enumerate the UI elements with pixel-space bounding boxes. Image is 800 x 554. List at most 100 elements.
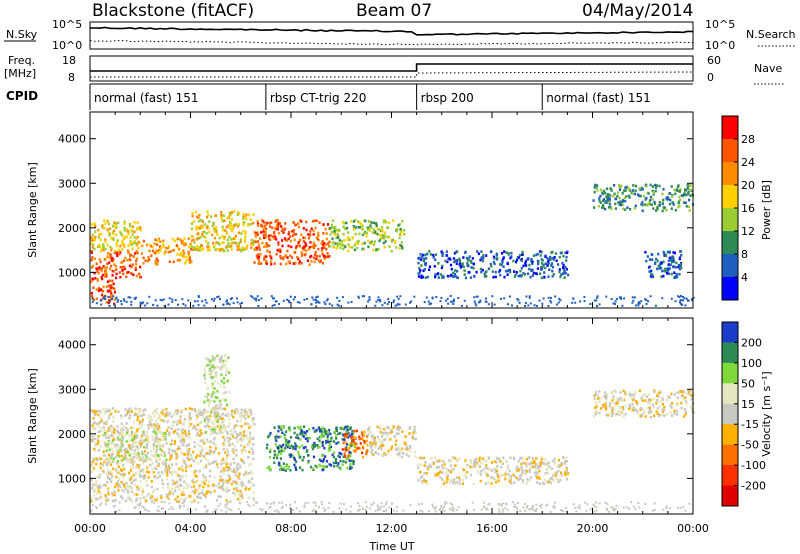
data-cell: [209, 433, 212, 436]
data-cell: [158, 430, 162, 433]
data-cell: [257, 253, 260, 256]
data-cell: [227, 413, 230, 417]
data-cell: [533, 304, 536, 307]
data-cell: [110, 284, 113, 287]
data-cell: [651, 189, 654, 193]
data-cell: [545, 461, 548, 465]
data-cell: [349, 426, 352, 429]
data-cell: [106, 220, 109, 223]
data-cell: [612, 302, 615, 305]
data-cell: [423, 268, 426, 271]
data-cell: [487, 267, 490, 271]
data-cell: [94, 442, 97, 445]
cpid-segment-label: rbsp CT-trig 220: [270, 91, 366, 105]
data-cell: [225, 430, 229, 434]
data-cell: [268, 467, 272, 471]
data-cell: [162, 482, 165, 486]
data-cell: [175, 471, 178, 474]
data-cell: [379, 444, 382, 448]
data-cell: [92, 417, 95, 420]
data-cell: [220, 215, 223, 218]
data-cell: [346, 466, 349, 470]
data-cell: [610, 298, 613, 301]
y-tick-label: 4000: [58, 133, 86, 146]
data-cell: [239, 465, 242, 469]
data-cell: [227, 243, 230, 247]
data-cell: [345, 508, 348, 511]
data-cell: [167, 426, 170, 429]
data-cell: [534, 510, 537, 512]
freq-strip: Freq. [MHz] 18 8 60 0 Nave: [4, 54, 784, 85]
data-cell: [478, 301, 481, 303]
data-cell: [114, 410, 117, 413]
data-cell: [616, 194, 619, 198]
data-cell: [107, 222, 110, 226]
data-cell: [97, 424, 100, 428]
data-cell: [130, 426, 133, 430]
data-cell: [403, 232, 406, 236]
data-cell: [595, 501, 597, 504]
data-cell: [445, 467, 449, 471]
data-cell: [175, 462, 178, 466]
data-cell: [480, 250, 483, 253]
data-cell: [310, 303, 313, 306]
data-cell: [506, 262, 509, 266]
data-cell: [638, 506, 641, 509]
data-cell: [557, 301, 560, 304]
data-cell: [150, 480, 153, 483]
data-cell: [228, 226, 231, 230]
data-cell: [304, 243, 307, 247]
data-cell: [95, 262, 98, 266]
data-cell: [101, 277, 104, 281]
data-cell: [434, 275, 437, 279]
data-cell: [512, 473, 515, 477]
data-cell: [517, 274, 520, 278]
data-cell: [90, 497, 93, 500]
data-cell: [515, 260, 518, 264]
data-cell: [382, 440, 385, 443]
data-cell: [223, 219, 226, 223]
data-cell: [395, 510, 398, 513]
data-cell: [507, 303, 509, 306]
data-cell: [94, 410, 97, 413]
data-cell: [208, 462, 211, 466]
data-cell: [131, 233, 134, 237]
data-cell: [206, 399, 209, 402]
data-cell: [107, 296, 110, 298]
data-cell: [511, 304, 513, 307]
data-cell: [671, 402, 674, 405]
data-cell: [219, 403, 222, 406]
data-cell: [207, 459, 210, 463]
data-cell: [496, 456, 499, 460]
data-cell: [680, 401, 683, 405]
data-cell: [539, 463, 542, 467]
data-cell: [157, 471, 160, 474]
data-cell: [525, 481, 528, 484]
data-cell: [445, 250, 448, 253]
data-cell: [302, 455, 305, 459]
data-cell: [273, 510, 276, 513]
data-cell: [153, 438, 156, 441]
data-cell: [602, 203, 605, 207]
data-cell: [612, 395, 615, 399]
data-cell: [157, 417, 160, 420]
data-cell: [140, 437, 143, 440]
data-cell: [498, 457, 501, 461]
data-cell: [645, 259, 648, 263]
data-cell: [604, 402, 607, 406]
data-cell: [252, 497, 255, 500]
data-cell: [662, 198, 665, 202]
data-cell: [134, 252, 137, 255]
data-cell: [207, 480, 210, 484]
nsearch-label: N.Search: [746, 28, 796, 41]
data-cell: [595, 509, 598, 512]
data-cell: [206, 210, 209, 213]
data-cell: [633, 296, 636, 299]
data-cell: [208, 452, 211, 455]
data-cell: [90, 280, 93, 283]
data-cell: [147, 471, 151, 474]
data-cell: [392, 301, 395, 304]
data-cell: [287, 260, 290, 263]
data-cell: [505, 502, 508, 505]
data-cell: [97, 236, 100, 239]
